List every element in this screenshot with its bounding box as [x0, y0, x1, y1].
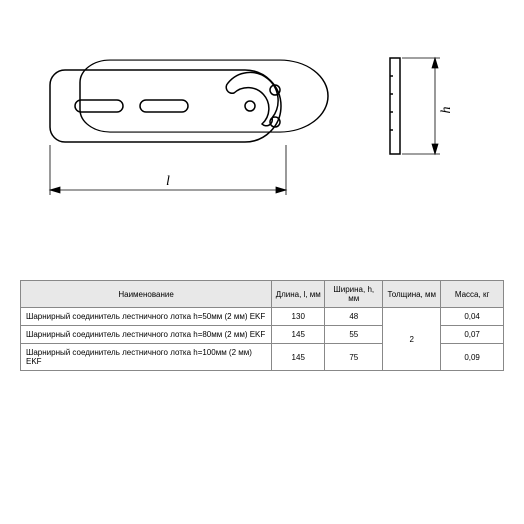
- header-thickness: Толщина, мм: [383, 281, 441, 308]
- cell-width: 48: [325, 308, 383, 326]
- spec-table: Наименование Длина, l, мм Ширина, h, мм …: [20, 280, 504, 371]
- cell-length: 145: [272, 344, 325, 371]
- cell-mass: 0,04: [441, 308, 504, 326]
- header-mass: Масса, кг: [441, 281, 504, 308]
- dimension-h: [402, 58, 440, 154]
- side-view: [390, 58, 400, 154]
- cell-length: 130: [272, 308, 325, 326]
- header-length: Длина, l, мм: [272, 281, 325, 308]
- header-width: Ширина, h, мм: [325, 281, 383, 308]
- cell-length: 145: [272, 326, 325, 344]
- table-row: Шарнирный соединитель лестничного лотка …: [21, 308, 504, 326]
- cell-width: 75: [325, 344, 383, 371]
- dim-label-h: h: [439, 107, 454, 114]
- cell-name: Шарнирный соединитель лестничного лотка …: [21, 308, 272, 326]
- spec-table-container: Наименование Длина, l, мм Ширина, h, мм …: [20, 280, 504, 371]
- cell-name: Шарнирный соединитель лестничного лотка …: [21, 344, 272, 371]
- technical-drawing: l h: [40, 40, 484, 270]
- cell-thickness: 2: [383, 308, 441, 371]
- front-view: [80, 60, 328, 132]
- header-name: Наименование: [21, 281, 272, 308]
- table-header-row: Наименование Длина, l, мм Ширина, h, мм …: [21, 281, 504, 308]
- cell-name: Шарнирный соединитель лестничного лотка …: [21, 326, 272, 344]
- cell-mass: 0,07: [441, 326, 504, 344]
- dim-label-l: l: [166, 174, 170, 189]
- cell-mass: 0,09: [441, 344, 504, 371]
- cell-width: 55: [325, 326, 383, 344]
